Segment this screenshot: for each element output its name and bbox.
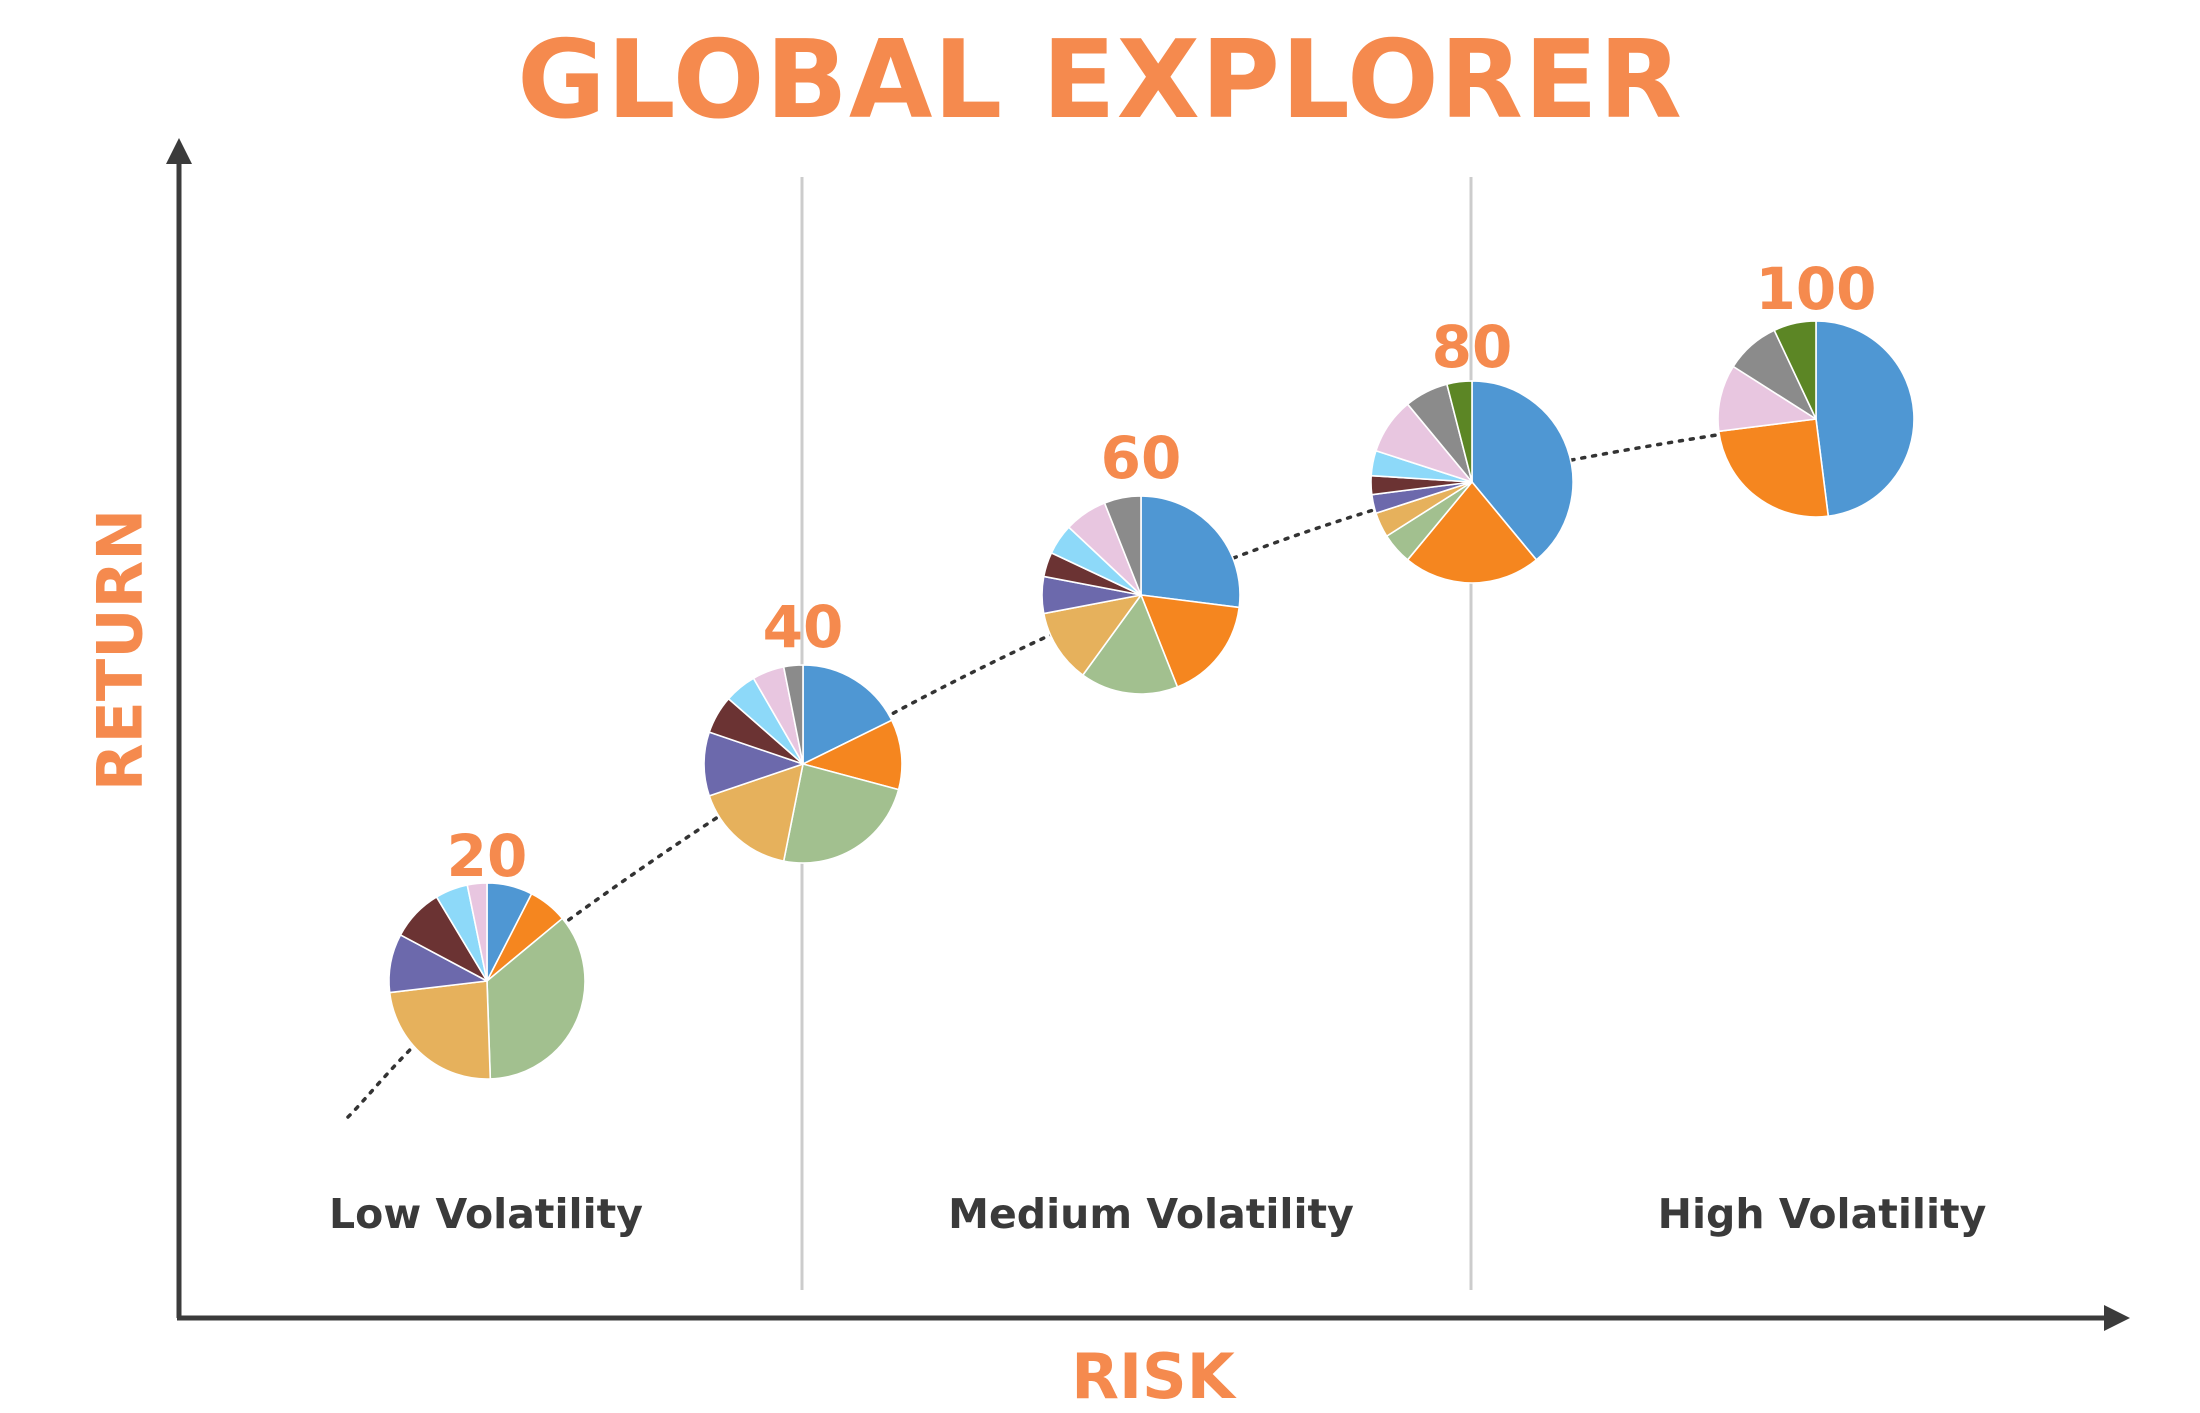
risk-level-label-20: 20 xyxy=(446,822,528,890)
risk-level-label-60: 60 xyxy=(1100,424,1182,492)
pie-slice xyxy=(1082,594,1179,695)
risk-level-label-40: 40 xyxy=(762,593,844,661)
pie-slice xyxy=(782,763,900,864)
risk-level-label-80: 80 xyxy=(1431,313,1513,381)
zone-label-medium: Medium Volatility xyxy=(948,1190,1354,1238)
pie-slice xyxy=(1717,365,1817,433)
y-axis-label: RETURN xyxy=(83,508,157,792)
risk-level-label-100: 100 xyxy=(1755,255,1877,323)
pie-slice xyxy=(1140,495,1241,609)
pie-markers xyxy=(388,320,1915,1080)
pie-slice xyxy=(1103,495,1142,596)
pie-slice xyxy=(1140,594,1241,688)
zone-label-low: Low Volatility xyxy=(329,1190,643,1238)
pie-100 xyxy=(1717,320,1915,518)
pie-slice xyxy=(1042,594,1142,676)
pie-60 xyxy=(1041,495,1241,695)
zone-label-high: High Volatility xyxy=(1657,1190,1987,1238)
pie-slice xyxy=(1717,418,1830,518)
x-axis-label: RISK xyxy=(1071,1340,1235,1413)
pie-slice xyxy=(1773,320,1817,420)
pie-slice xyxy=(1815,320,1915,518)
pie-20 xyxy=(388,882,586,1080)
pie-slice xyxy=(1471,380,1574,561)
pie-slice xyxy=(802,719,903,791)
pie-slice xyxy=(1446,380,1473,483)
pie-40 xyxy=(703,664,903,864)
pie-slice xyxy=(782,664,804,765)
pie-slice xyxy=(802,664,893,765)
pie-slice xyxy=(486,917,586,1080)
pie-slice xyxy=(466,882,488,982)
pie-slice xyxy=(388,980,492,1080)
y-axis-arrow xyxy=(166,138,192,164)
chart-title: GLOBAL EXPLORER xyxy=(517,18,1683,143)
x-axis-arrow xyxy=(2104,1305,2130,1331)
pie-80 xyxy=(1370,380,1574,584)
pie-slice xyxy=(1406,481,1538,584)
axes xyxy=(166,138,2130,1331)
zone-dividers xyxy=(800,177,1473,1290)
